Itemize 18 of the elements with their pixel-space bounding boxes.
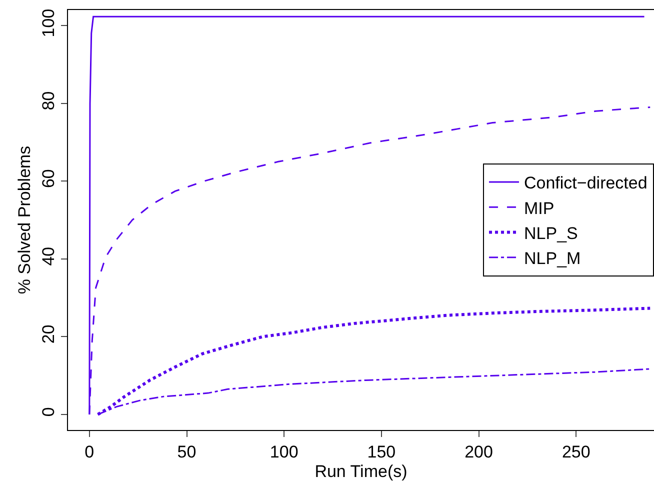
- y-axis-title: % Solved Problems: [14, 146, 34, 294]
- x-tick-label: 250: [562, 442, 590, 462]
- y-tick-label: 40: [39, 246, 58, 266]
- legend-label: MIP: [524, 198, 554, 218]
- legend-label: Confict−directed: [524, 174, 648, 193]
- y-tick-label: 100: [39, 8, 58, 38]
- legend-label: NLP_M: [524, 248, 581, 268]
- y-tick-label: 20: [39, 324, 58, 344]
- y-tick-label: 60: [39, 169, 58, 188]
- legend-label: NLP_S: [524, 224, 578, 243]
- x-tick-label: 200: [464, 442, 493, 462]
- y-tick-label: 0: [39, 407, 58, 417]
- y-tick-label: 80: [39, 91, 58, 110]
- x-axis-title: Run Time(s): [314, 462, 408, 481]
- x-tick-label: 50: [177, 442, 196, 462]
- x-tick-label: 100: [270, 442, 298, 462]
- x-tick-label: 0: [84, 442, 94, 462]
- x-tick-label: 150: [367, 442, 396, 462]
